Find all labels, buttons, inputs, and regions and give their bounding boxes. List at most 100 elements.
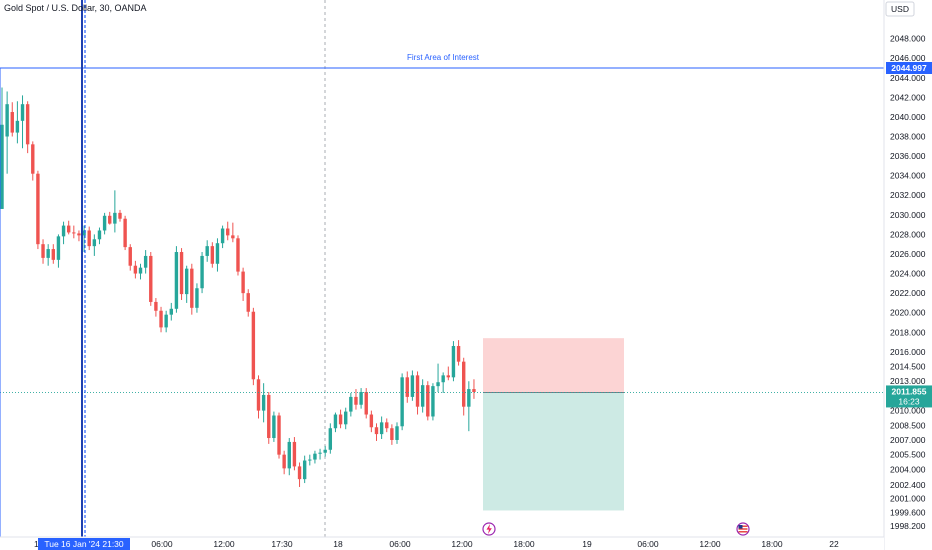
time-tick-label: 06:00 (151, 539, 173, 549)
candle (287, 438, 291, 476)
price-tick-label: 2007.000 (890, 435, 926, 445)
candle (313, 450, 317, 464)
candle (472, 379, 476, 399)
candle (292, 437, 297, 471)
candle (92, 234, 97, 256)
candle (277, 412, 281, 459)
candle (451, 341, 456, 382)
price-tick-label: 2026.000 (890, 249, 926, 259)
candle (15, 101, 20, 144)
price-scale[interactable]: USD 2048.000 2046.000 2044.000 2042.000 2040… (883, 0, 932, 550)
price-tick-label: 2048.000 (890, 34, 926, 44)
candle (410, 370, 415, 401)
candle (379, 416, 384, 439)
position-tool[interactable] (483, 338, 624, 511)
time-tick-label: 12:00 (699, 539, 721, 549)
candle (123, 215, 127, 251)
price-tick-label: 2016.000 (890, 347, 926, 357)
time-tick-label: 19 (582, 539, 592, 549)
candle (5, 91, 9, 174)
candle (349, 392, 353, 417)
price-tick-label: 2040.000 (890, 112, 926, 122)
time-scale[interactable]: 06:00 12:00 17:30 18 06:00 12:00 18:00 19 06:00 1… (0, 536, 884, 550)
candle (25, 101, 30, 154)
candle (374, 423, 379, 441)
candle (333, 412, 338, 433)
candle (385, 418, 389, 433)
price-tick-label: 2024.000 (890, 269, 926, 279)
candle (179, 248, 184, 300)
time-tick-label: 18 (333, 539, 343, 549)
candle (77, 230, 81, 242)
time-tick-label: 18:00 (761, 539, 783, 549)
us-flag-event-icon[interactable] (736, 522, 750, 536)
candle (261, 383, 266, 423)
drawing-lines[interactable] (0, 0, 884, 537)
candle (143, 250, 148, 274)
time-tick-label: 06:00 (637, 539, 659, 549)
candle (220, 225, 225, 249)
price-tick-label: 2020.000 (890, 308, 926, 318)
candle (51, 244, 55, 264)
candle (282, 450, 286, 475)
candle (226, 221, 230, 241)
candle (174, 246, 179, 313)
candle (36, 170, 40, 250)
current-price-badge (886, 385, 932, 408)
candle (102, 212, 107, 235)
candle (41, 239, 45, 264)
candle (267, 392, 271, 444)
area-of-interest-price-badge (886, 61, 932, 74)
candle (82, 225, 86, 253)
current-price-text: 2011.855 (892, 386, 927, 396)
candle (328, 423, 333, 454)
price-tick-label: 2036.000 (890, 151, 926, 161)
candle (10, 102, 14, 137)
price-tick-label: 2008.500 (890, 420, 926, 430)
area-of-interest-price-text: 2044.997 (891, 63, 927, 73)
price-tick-label: 2046.000 (890, 53, 926, 63)
candle (467, 381, 471, 432)
currency-label: USD (891, 4, 909, 14)
candle (195, 283, 199, 313)
price-tick-label: 2038.000 (890, 131, 926, 141)
price-tick-label: 2018.000 (890, 327, 926, 337)
candle (200, 252, 204, 294)
candle (184, 265, 189, 303)
candle (436, 363, 440, 393)
time-tick-label: 12:00 (213, 539, 235, 549)
chart-title: Gold Spot / U.S. Dollar, 30, OANDA (4, 3, 147, 13)
time-tick-label: 22 (829, 539, 839, 549)
price-tick-label: 2022.000 (890, 288, 926, 298)
area-of-interest-label[interactable]: First Area of Interest (407, 53, 480, 62)
candle (190, 263, 194, 315)
candle (354, 389, 358, 410)
price-tick-label: 1998.200 (890, 521, 926, 531)
price-tick-label: 2005.500 (890, 450, 926, 460)
price-tick-label: 2028.000 (890, 229, 926, 239)
candle (420, 379, 425, 413)
stop-loss-zone[interactable] (483, 338, 624, 393)
candle (456, 340, 461, 366)
candle (113, 190, 117, 233)
price-tick-label: 2014.500 (890, 362, 926, 372)
candle (46, 244, 50, 266)
candle (31, 141, 35, 181)
candle (133, 260, 138, 279)
candle (405, 371, 409, 403)
candle (395, 422, 399, 444)
price-tick-label: 2032.000 (890, 190, 926, 200)
candle (169, 302, 173, 321)
candle (118, 209, 122, 222)
candle (323, 445, 327, 457)
price-tick-label: 2013.000 (890, 376, 926, 386)
take-profit-zone[interactable] (483, 392, 624, 511)
candle (446, 366, 451, 381)
time-tick-label: 12:00 (451, 539, 473, 549)
candle (297, 462, 302, 487)
lightning-event-icon[interactable] (482, 522, 496, 536)
candle (138, 263, 143, 280)
candle (256, 375, 261, 419)
candle (215, 238, 220, 272)
